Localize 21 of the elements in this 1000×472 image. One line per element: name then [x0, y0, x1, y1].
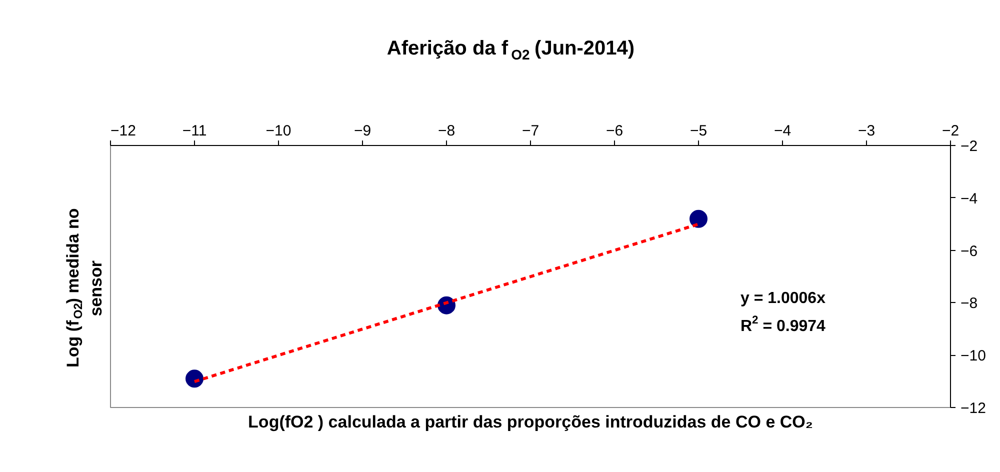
x-tick-label: −12	[110, 122, 136, 140]
x-tick-label: −4	[774, 122, 792, 140]
point	[690, 210, 708, 228]
y-tick-label: −6	[960, 242, 978, 260]
x-tick-label: −11	[182, 122, 207, 140]
x-axis-title: Log(fO2 ) calculada a partir das proporções introduzidas de CO e CO₂	[248, 412, 813, 432]
x-tick-label: −6	[606, 122, 624, 140]
x-tick-label: −5	[690, 122, 708, 140]
point	[186, 370, 204, 388]
y-tick-label: −12	[960, 400, 986, 417]
y-tick-label: −8	[960, 295, 978, 312]
x-tick-label: −3	[858, 122, 876, 140]
y-tick-label: −2	[960, 138, 978, 155]
y-tick-label: −10	[960, 348, 986, 365]
x-tick-label: −2	[942, 122, 960, 140]
x-tick-label: −8	[438, 122, 456, 140]
x-tick-label: −10	[266, 122, 292, 140]
x-tick-label: −7	[522, 122, 540, 140]
x-tick-label: −9	[354, 122, 372, 140]
y-tick-label: −4	[960, 190, 978, 208]
annotation: y = 1.0006x	[740, 290, 826, 307]
